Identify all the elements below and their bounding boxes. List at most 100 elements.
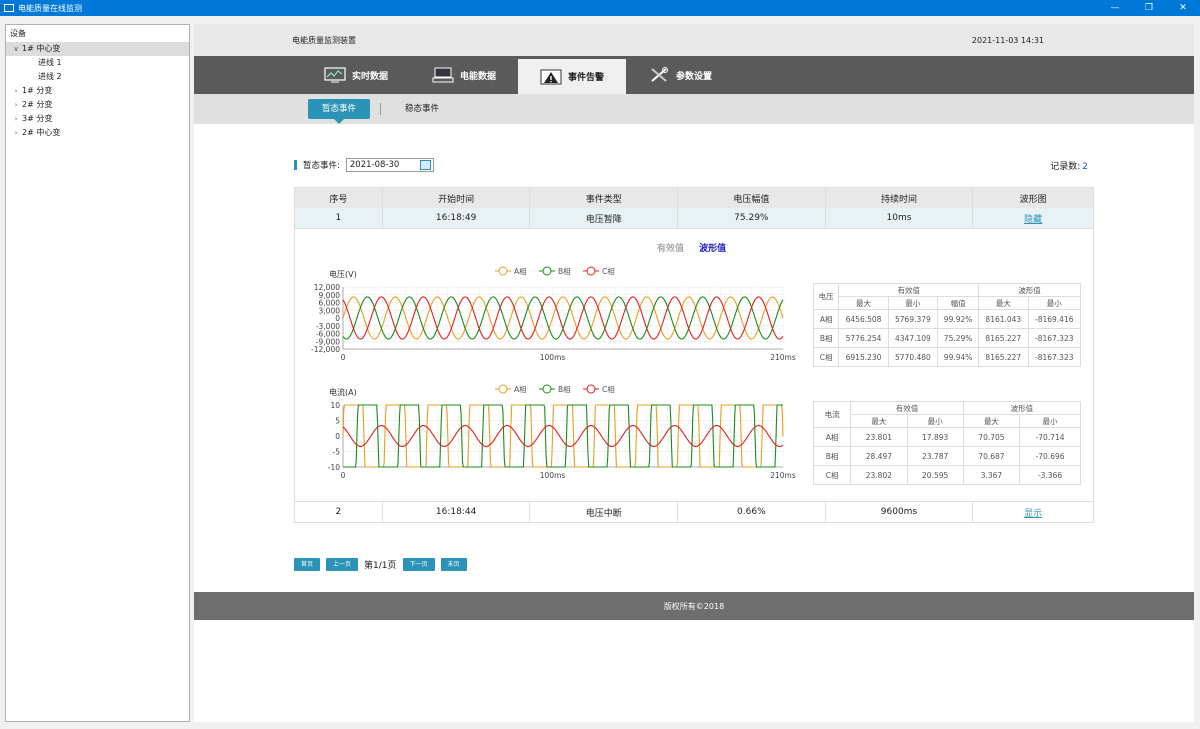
x-tick-label: 0 <box>341 353 346 362</box>
date-input[interactable]: 2021-08-30 <box>345 158 434 172</box>
tab-steady-events[interactable]: 稳态事件 <box>405 104 440 114</box>
datetime: 2021-11-03 14:31 <box>971 35 1044 45</box>
cell-no: 2 <box>295 502 383 522</box>
chevron-right-icon[interactable]: › <box>14 101 18 109</box>
value-cell: 4347.109 <box>887 328 939 348</box>
x-tick-label: 210ms <box>770 353 796 362</box>
series-line <box>342 425 784 447</box>
cell-start: 16:18:49 <box>383 208 531 228</box>
tab-transient-events[interactable]: 暂态事件 <box>308 99 371 124</box>
table-header: 序号 开始时间 事件类型 电压幅值 持续时间 波形图 <box>295 188 1093 208</box>
corner-label: 电流 <box>812 401 852 428</box>
y-tick-label: -3,000 <box>316 322 340 331</box>
tree-node-3-sub[interactable]: › 3# 分变 <box>6 112 189 126</box>
phase-label: A相 <box>812 427 852 447</box>
next-page-button[interactable]: 下一页 <box>402 558 435 571</box>
record-count: 记录数: 2 <box>1050 162 1088 172</box>
voltage-stats-table: 电压 有效值 波形值 最大 最小 幅值 最大 最小 A相 6456.508 5769.379 99… <box>812 283 1081 367</box>
phase-label: A相 <box>812 309 840 329</box>
sub-header: 最大 <box>978 296 1029 310</box>
value-cell: -8169.416 <box>1027 309 1081 329</box>
sub-header: 最小 <box>1019 414 1081 428</box>
table-row: 2 16:18:44 电压中断 0.66% 9600ms 显示 <box>295 502 1093 522</box>
series-line <box>342 404 784 468</box>
event-filter: 暂态事件: 2021-08-30 <box>294 158 434 172</box>
toggle-waveform[interactable]: 波形值 <box>699 244 727 254</box>
y-tick-label: 3,000 <box>319 306 341 315</box>
cell-amplitude: 0.66% <box>678 502 826 522</box>
y-tick-label: 10 <box>330 401 340 410</box>
minimize-button[interactable]: — <box>1110 3 1120 13</box>
col-header: 电压幅值 <box>678 188 826 208</box>
value-cell: 28.497 <box>850 446 908 466</box>
tree-node-1-sub[interactable]: › 1# 分变 <box>6 84 189 98</box>
tab-realtime[interactable]: 实时数据 <box>302 56 410 94</box>
value-cell: 17.893 <box>906 427 964 447</box>
chevron-down-icon[interactable]: ∨ <box>13 45 19 53</box>
value-cell: 8161.043 <box>978 309 1029 329</box>
x-tick-label: 100ms <box>540 353 566 362</box>
section-marker <box>294 160 297 170</box>
group-header: 波形值 <box>978 283 1081 297</box>
cell-type: 电压中断 <box>530 502 679 522</box>
value-cell: 6456.508 <box>838 309 889 329</box>
current-stats-table: 电流 有效值 波形值 最大 最小 最大 最小 A相 23.801 17.893 70.705 -7… <box>812 401 1082 485</box>
prev-page-button[interactable]: 上一页 <box>326 558 359 571</box>
tab-events[interactable]: 事件告警 <box>518 56 626 94</box>
table-row: B相 5776.254 4347.109 75.29% 8165.227 -8167.32… <box>812 328 1081 348</box>
chevron-right-icon[interactable]: › <box>14 87 18 95</box>
waveform-detail: 有效值 波形值 电压(V) A相 B相 C相 12,000 9,000 6,000 3,000… <box>295 228 1093 502</box>
value-cell: 23.801 <box>850 427 908 447</box>
sub-header: 最小 <box>906 414 964 428</box>
value-cell: 3.367 <box>962 465 1021 485</box>
cell-duration: 9600ms <box>826 502 974 522</box>
chevron-right-icon[interactable]: › <box>14 115 18 123</box>
monitor-chart-icon <box>324 67 346 83</box>
tree-header: 设备 <box>10 29 26 38</box>
col-header: 开始时间 <box>383 188 531 208</box>
sub-header: 最大 <box>838 296 889 310</box>
tree-node-2-sub[interactable]: › 2# 分变 <box>6 98 189 112</box>
filter-label: 暂态事件: <box>303 161 340 171</box>
y-axis-title: 电流(A) <box>329 387 357 397</box>
col-header: 事件类型 <box>530 188 679 208</box>
y-tick-label: 9,000 <box>319 291 341 300</box>
app-title: 电能质量监测装置 <box>292 35 356 45</box>
y-tick-label: 6,000 <box>319 299 341 308</box>
group-header: 有效值 <box>850 401 964 415</box>
tab-settings[interactable]: 参数设置 <box>626 56 734 94</box>
first-page-button[interactable]: 首页 <box>294 558 321 571</box>
tree-node-2-center[interactable]: › 2# 中心变 <box>6 126 189 140</box>
cell-start: 16:18:44 <box>383 502 531 522</box>
series-line <box>342 296 784 340</box>
main-nav: 实时数据 电能数据 事件告警 参数设置 <box>194 56 1194 94</box>
main-panel: 电能质量监测装置 2021-11-03 14:31 实时数据 电能数据 事件告警… <box>194 24 1194 722</box>
copyright: 版权所有©2018 <box>663 601 725 611</box>
value-cell: -8167.323 <box>1027 328 1081 348</box>
divider <box>380 103 382 115</box>
tree-node-incoming-1[interactable]: 进线 1 <box>38 58 62 67</box>
maximize-button[interactable]: ❐ <box>1144 3 1154 13</box>
corner-label: 电压 <box>812 283 840 310</box>
close-button[interactable]: ✕ <box>1179 3 1187 13</box>
hide-waveform-link[interactable]: 隐藏 <box>1024 214 1043 225</box>
value-cell: 23.787 <box>906 446 964 466</box>
legend-marker <box>586 384 596 394</box>
event-table: 序号 开始时间 事件类型 电压幅值 持续时间 波形图 1 16:18:49 电压… <box>294 187 1094 523</box>
sub-header: 最大 <box>850 414 908 428</box>
tab-energy[interactable]: 电能数据 <box>410 56 518 94</box>
y-tick-label: -10 <box>328 463 340 472</box>
tree-node-incoming-2[interactable]: 进线 2 <box>38 72 62 81</box>
calendar-icon[interactable] <box>419 160 431 170</box>
last-page-button[interactable]: 末页 <box>440 558 467 571</box>
legend-label: C相 <box>602 384 615 394</box>
value-cell: 8165.227 <box>978 347 1029 367</box>
show-waveform-link[interactable]: 显示 <box>1024 508 1043 519</box>
chevron-right-icon[interactable]: › <box>14 129 18 137</box>
y-tick-label: 5 <box>335 417 340 426</box>
window-title: 电能质量在线监测 <box>18 3 82 13</box>
tree-node-1-center[interactable]: ∨ 1# 中心变 <box>6 42 189 56</box>
toggle-rms[interactable]: 有效值 <box>657 244 685 254</box>
value-cell: -8167.323 <box>1027 347 1081 367</box>
table-row: 1 16:18:49 电压暂降 75.29% 10ms 隐藏 <box>295 208 1093 228</box>
